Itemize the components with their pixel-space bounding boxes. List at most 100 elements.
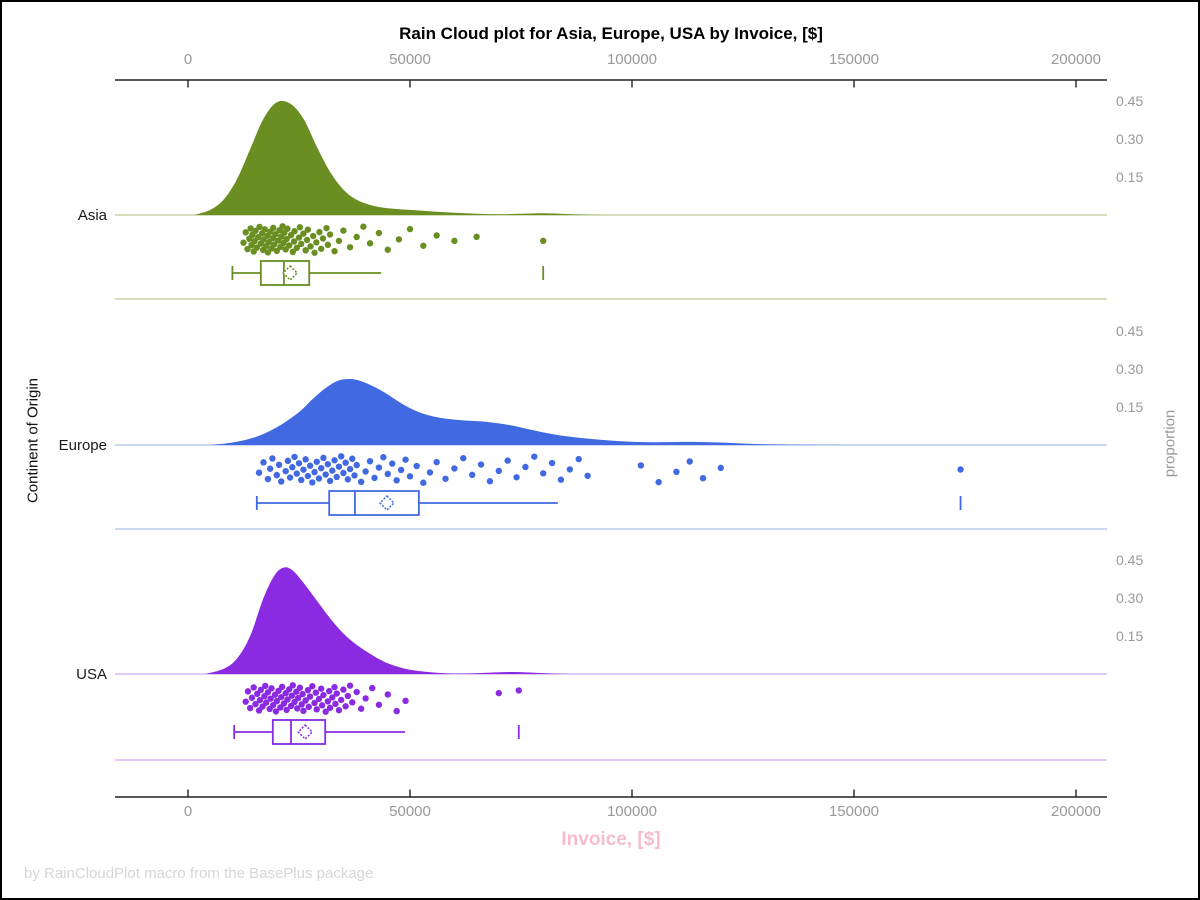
- jitter-point-europe: [349, 455, 356, 462]
- y-axis-label: Continent of Origin: [24, 377, 42, 504]
- jitter-point-asia: [304, 226, 312, 233]
- jitter-point-usa: [288, 692, 296, 699]
- jitter-point-europe: [584, 472, 591, 479]
- jitter-point-usa: [344, 692, 352, 700]
- jitter-point-asia: [316, 228, 323, 236]
- jitter-point-asia: [326, 231, 334, 238]
- jitter-point-usa: [312, 689, 320, 696]
- jitter-point-europe: [298, 476, 305, 484]
- proportion-tick-label: 0.15: [1116, 169, 1143, 185]
- jitter-point-europe: [548, 459, 556, 467]
- jitter-point-europe: [326, 477, 334, 485]
- jitter-point-usa: [305, 703, 312, 711]
- jitter-point-europe: [344, 476, 352, 483]
- jitter-point-asia: [272, 231, 279, 238]
- jitter-point-europe: [366, 457, 374, 465]
- jitter-point-asia: [261, 226, 269, 233]
- jitter-point-asia: [284, 225, 291, 232]
- jitter-point-usa: [402, 697, 409, 705]
- top-axis-tick-label: 0: [184, 51, 192, 68]
- jitter-point-europe: [320, 454, 327, 462]
- bottom-axis-tick-label: 0: [184, 803, 192, 820]
- jitter-point-europe: [504, 457, 511, 464]
- proportion-tick-label: 0.15: [1116, 628, 1143, 644]
- jitter-point-europe: [302, 456, 309, 463]
- jitter-point-europe: [433, 458, 440, 466]
- jitter-point-europe: [351, 472, 358, 479]
- jitter-point-asia: [319, 235, 327, 242]
- jitter-point-europe: [389, 460, 396, 467]
- proportion-tick-label: 0.15: [1116, 399, 1143, 415]
- jitter-point-usa: [346, 682, 354, 689]
- jitter-point-europe: [477, 461, 485, 468]
- right-axis-label: proportion: [1161, 409, 1179, 478]
- jitter-point-usa: [331, 683, 338, 691]
- jitter-point-europe: [557, 476, 565, 483]
- jitter-point-usa: [362, 695, 369, 702]
- jitter-point-asia: [331, 248, 338, 255]
- jitter-point-usa: [273, 697, 280, 705]
- jitter-point-europe: [717, 464, 724, 472]
- proportion-tick-label: 0.45: [1116, 552, 1143, 568]
- proportion-tick-label: 0.30: [1116, 361, 1143, 377]
- density-curve-asia: [194, 100, 610, 215]
- category-label-asia: Asia: [78, 207, 108, 224]
- jitter-point-asia: [244, 245, 251, 253]
- jitter-point-usa: [298, 701, 305, 708]
- jitter-point-asia: [256, 223, 263, 231]
- jitter-point-asia: [302, 247, 309, 254]
- jitter-point-europe: [286, 474, 294, 481]
- jitter-point-europe: [637, 462, 645, 469]
- jitter-point-asia: [247, 225, 254, 232]
- jitter-point-europe: [362, 468, 369, 475]
- jitter-point-asia: [353, 233, 360, 241]
- jitter-point-usa: [306, 693, 314, 700]
- jitter-point-usa: [324, 698, 332, 705]
- proportion-tick-label: 0.45: [1116, 323, 1143, 339]
- bottom-axis-tick-label: 200000: [1051, 803, 1101, 820]
- jitter-point-asia: [286, 242, 293, 249]
- jitter-point-europe: [380, 454, 387, 461]
- jitter-point-europe: [342, 459, 349, 466]
- jitter-point-asia: [324, 241, 332, 249]
- jitter-point-asia: [366, 240, 374, 247]
- jitter-point-asia: [307, 243, 314, 250]
- chart-title: Rain Cloud plot for Asia, Europe, USA by…: [399, 24, 823, 43]
- jitter-point-asia: [298, 240, 305, 248]
- jitter-point-europe: [295, 460, 303, 467]
- jitter-point-europe: [269, 455, 276, 462]
- jitter-point-europe: [315, 475, 323, 482]
- jitter-point-usa: [278, 693, 285, 701]
- jitter-point-europe: [402, 456, 409, 463]
- jitter-point-usa: [353, 688, 360, 696]
- jitter-point-asia: [242, 229, 249, 236]
- jitter-point-asia: [311, 249, 318, 256]
- jitter-point-asia: [335, 237, 343, 245]
- jitter-point-europe: [337, 453, 345, 460]
- jitter-point-usa: [342, 703, 349, 710]
- jitter-point-asia: [295, 234, 303, 241]
- mean-diamond: [297, 723, 314, 741]
- jitter-point-usa: [322, 708, 329, 715]
- bottom-axis-tick-label: 50000: [389, 803, 431, 820]
- jitter-point-usa: [294, 705, 301, 712]
- jitter-point-europe: [260, 459, 267, 466]
- density-curve-europe: [210, 378, 854, 445]
- jitter-point-asia: [252, 227, 259, 235]
- jitter-point-asia: [293, 244, 300, 252]
- jitter-point-europe: [329, 467, 336, 474]
- jitter-point-europe: [495, 467, 502, 475]
- top-axis-tick-label: 150000: [829, 51, 879, 68]
- jitter-point-usa: [309, 683, 316, 690]
- jitter-point-asia: [240, 239, 247, 246]
- jitter-point-europe: [673, 468, 680, 476]
- jitter-point-usa: [357, 705, 365, 712]
- jitter-point-usa: [302, 697, 309, 704]
- jitter-point-europe: [340, 469, 347, 477]
- jitter-point-europe: [451, 465, 458, 472]
- jitter-point-europe: [397, 466, 405, 474]
- jitter-point-asia: [318, 245, 325, 252]
- mean-diamond: [378, 494, 395, 512]
- jitter-point-usa: [320, 691, 327, 699]
